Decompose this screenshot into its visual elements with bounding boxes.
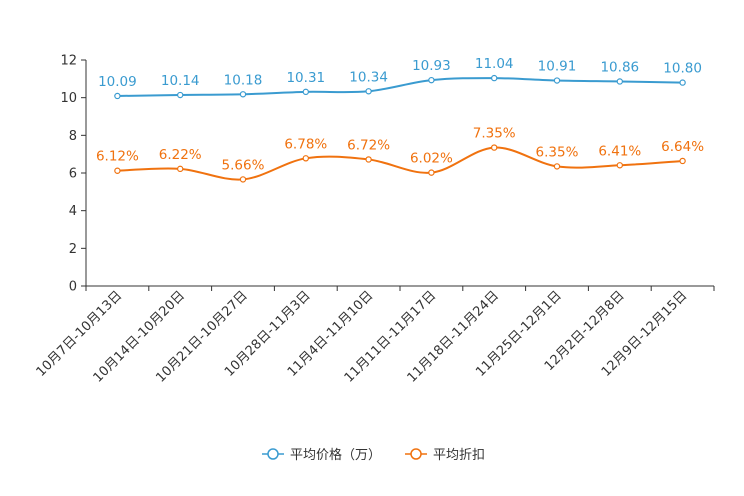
data-label: 6.02%	[410, 151, 453, 167]
data-label: 10.80	[663, 61, 702, 77]
data-label: 10.93	[412, 58, 451, 74]
data-label: 10.18	[224, 72, 263, 88]
data-label: 10.31	[286, 70, 325, 86]
legend-label: 平均价格（万）	[290, 447, 381, 463]
series-line-1	[117, 77, 683, 97]
data-label: 11.04	[475, 56, 514, 72]
data-point	[365, 156, 372, 163]
data-point	[553, 77, 561, 84]
y-tick-label: 0	[69, 280, 77, 295]
data-label: 5.66%	[222, 157, 265, 173]
data-label: 10.86	[600, 59, 639, 75]
data-point	[302, 155, 309, 162]
data-point	[428, 169, 435, 176]
data-point	[679, 157, 686, 165]
y-tick-label: 6	[69, 167, 77, 182]
y-tick-label: 4	[69, 204, 77, 219]
data-point	[114, 167, 121, 174]
y-tick-label: 12	[60, 54, 77, 69]
data-label: 6.22%	[159, 147, 202, 163]
data-point	[679, 79, 686, 86]
data-point	[176, 165, 184, 173]
data-label: 10.09	[98, 74, 137, 90]
data-label: 10.91	[538, 59, 577, 75]
legend-marker	[267, 448, 279, 460]
data-point	[553, 163, 561, 170]
data-point	[491, 74, 498, 82]
legend-label: 平均折扣	[433, 448, 485, 463]
data-point	[616, 78, 624, 85]
data-point	[114, 92, 121, 100]
data-label: 6.41%	[598, 143, 641, 159]
series-line-2	[117, 146, 683, 181]
data-label: 6.12%	[96, 149, 139, 165]
y-tick-label: 10	[60, 91, 77, 106]
data-point	[365, 88, 372, 95]
data-point	[302, 88, 309, 96]
data-point	[239, 176, 247, 183]
y-tick-label: 2	[69, 242, 77, 257]
data-point	[616, 162, 624, 169]
data-label: 6.35%	[536, 144, 579, 160]
data-label: 10.14	[161, 73, 200, 89]
data-label: 6.72%	[347, 137, 390, 153]
data-point	[239, 91, 247, 98]
legend-marker	[410, 448, 422, 460]
y-tick-label: 8	[69, 129, 77, 144]
data-label: 7.35%	[473, 126, 516, 142]
data-point	[176, 91, 184, 99]
data-label: 6.64%	[661, 139, 704, 155]
data-point	[428, 76, 435, 84]
data-label: 10.34	[349, 69, 388, 85]
data-label: 6.78%	[284, 136, 327, 152]
data-point	[491, 144, 498, 151]
